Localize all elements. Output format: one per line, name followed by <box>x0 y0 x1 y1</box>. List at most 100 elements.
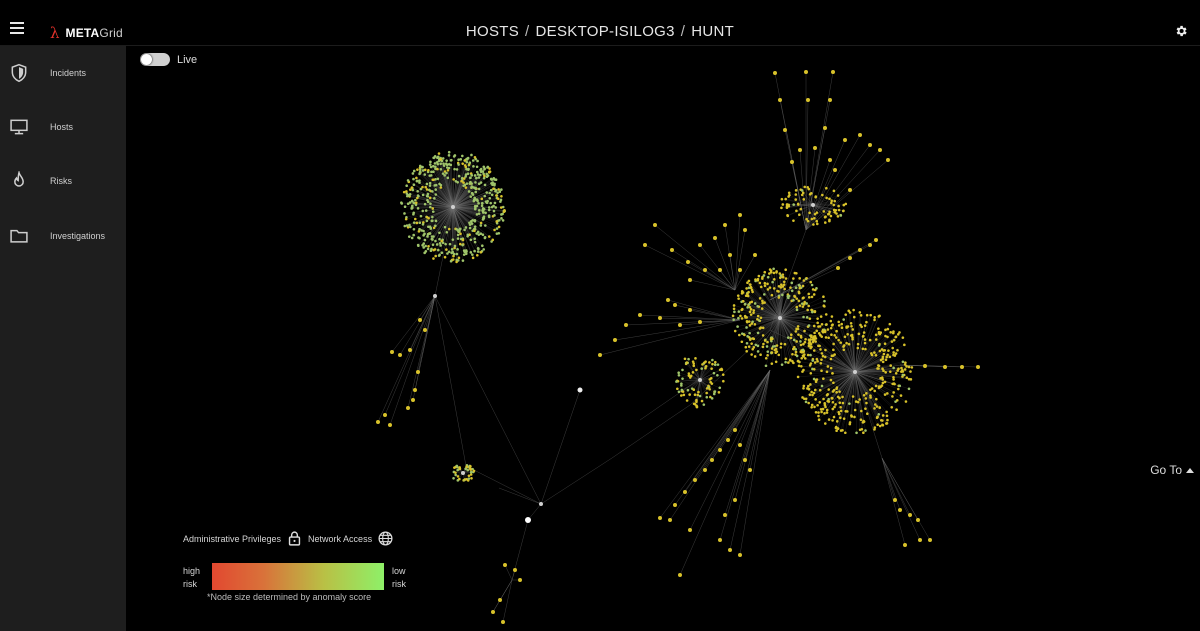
graph-node <box>844 431 847 435</box>
graph-node <box>437 159 441 163</box>
graph-node <box>766 288 770 291</box>
graph-node <box>812 349 816 352</box>
graph-edge <box>765 317 781 366</box>
graph-edge <box>816 358 856 373</box>
graph-node <box>765 345 769 348</box>
graph-edge <box>429 206 454 227</box>
graph-node <box>700 367 704 370</box>
graph-edge <box>779 317 786 345</box>
graph-node <box>761 326 765 330</box>
graph-edge <box>831 371 856 399</box>
graph-node <box>493 183 496 187</box>
graph-edge <box>818 371 856 420</box>
graph-node <box>429 202 432 205</box>
graph-node <box>473 240 477 244</box>
graph-edge <box>840 371 856 411</box>
sidebar-item-risks[interactable]: Risks <box>0 163 126 199</box>
graph-edge <box>881 457 921 541</box>
graph-node <box>494 188 498 192</box>
graph-edge <box>437 168 454 208</box>
graph-edge <box>741 293 781 319</box>
graph-node <box>746 292 749 296</box>
graph-node <box>470 222 474 225</box>
graph-node <box>883 393 887 396</box>
graph-node <box>695 405 699 409</box>
sidebar-item-incidents[interactable]: Incidents <box>0 55 126 91</box>
graph-node <box>772 271 776 275</box>
graph-edge <box>452 206 478 215</box>
graph-edge <box>805 159 889 231</box>
graph-node <box>763 270 767 274</box>
graph-node <box>903 343 906 347</box>
graph-edge <box>540 389 581 505</box>
hamburger-icon[interactable] <box>10 22 24 34</box>
app-logo[interactable]: λ METAGrid <box>50 24 123 42</box>
network-graph[interactable] <box>126 46 1200 631</box>
graph-edge <box>430 203 454 208</box>
graph-node <box>758 281 762 285</box>
graph-node <box>433 162 437 165</box>
graph-edge <box>779 282 811 319</box>
graph-node <box>738 268 742 272</box>
graph-edge <box>812 204 830 213</box>
graph-node <box>752 309 756 312</box>
graph-edge <box>826 371 856 413</box>
graph-node <box>839 214 843 217</box>
graph-edge <box>425 206 454 247</box>
breadcrumb-host[interactable]: DESKTOP-ISILOG3 <box>535 23 675 40</box>
graph-node <box>481 207 485 210</box>
graph-edge <box>424 206 454 253</box>
graph-edge <box>502 579 513 623</box>
graph-node <box>818 388 822 392</box>
graph-node <box>441 172 445 175</box>
graph-edge <box>823 371 856 379</box>
graph-edge <box>420 188 454 208</box>
graph-node <box>842 209 845 213</box>
graph-node <box>407 235 411 238</box>
graph-edge <box>805 159 831 231</box>
graph-node <box>412 169 416 173</box>
breadcrumb-hosts[interactable]: HOSTS <box>465 23 520 40</box>
graph-node <box>464 173 468 176</box>
graph-edge <box>451 206 454 253</box>
graph-edge <box>770 270 781 319</box>
graph-edge <box>452 206 497 222</box>
graph-node <box>445 230 449 234</box>
graph-node <box>836 194 840 197</box>
graph-node <box>720 367 723 371</box>
live-toggle[interactable] <box>140 53 170 66</box>
graph-edge <box>423 206 454 244</box>
graph-edge <box>847 334 856 373</box>
gear-icon[interactable] <box>1174 24 1188 38</box>
graph-edge <box>418 206 454 209</box>
graph-node <box>748 310 752 314</box>
graph-edge <box>452 196 471 208</box>
graph-node <box>425 194 429 198</box>
graph-edge <box>824 331 856 373</box>
graph-edge <box>452 162 468 208</box>
graph-canvas[interactable] <box>126 46 1200 631</box>
graph-edge <box>837 371 856 429</box>
graph-edge <box>431 206 454 240</box>
goto-button[interactable]: Go To <box>1150 463 1194 477</box>
graph-node <box>416 194 420 197</box>
graph-node <box>802 279 806 282</box>
graph-edge <box>851 335 856 373</box>
sidebar-item-hosts[interactable]: Hosts <box>0 109 126 145</box>
sidebar-item-investigations[interactable]: Investigations <box>0 218 126 254</box>
graph-node <box>747 345 751 348</box>
graph-edge <box>699 363 705 381</box>
graph-edge <box>779 317 811 336</box>
graph-node <box>900 366 903 370</box>
graph-node <box>413 217 417 221</box>
graph-edge <box>441 160 454 208</box>
graph-node <box>827 397 830 401</box>
graph-node <box>503 209 506 212</box>
graph-node <box>808 393 812 397</box>
graph-node <box>480 197 484 201</box>
graph-node <box>903 368 907 371</box>
graph-edge <box>779 295 790 319</box>
graph-node <box>874 353 878 357</box>
graph-edge <box>423 206 454 248</box>
graph-node <box>839 341 843 344</box>
